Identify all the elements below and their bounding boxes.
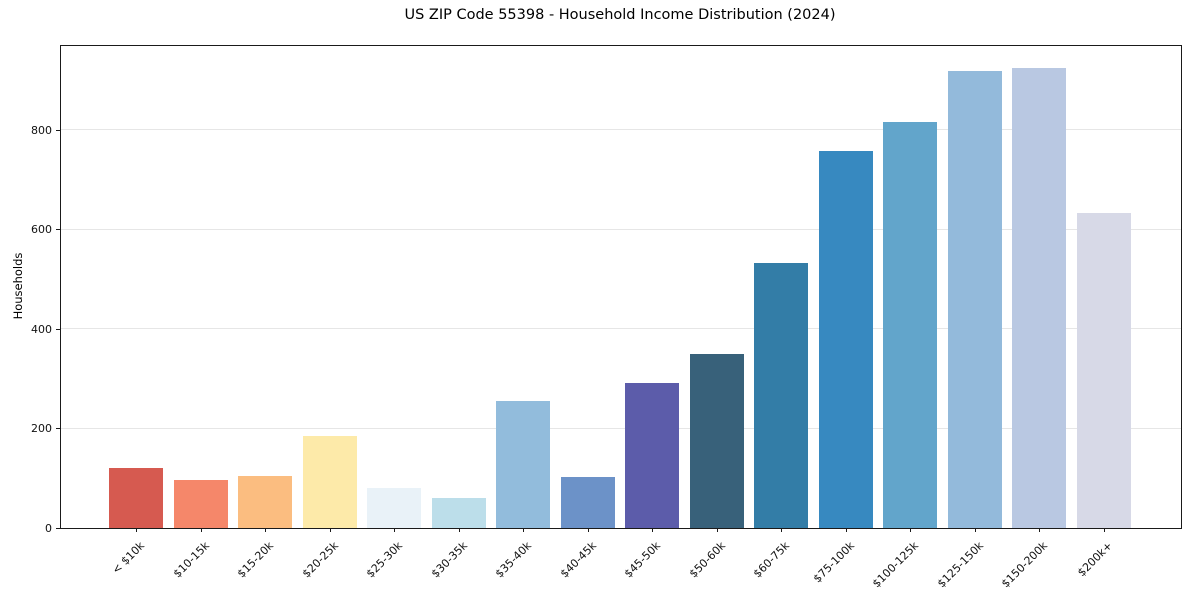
gridline-y600 (61, 228, 1181, 230)
bar-$10-15k (173, 480, 228, 528)
y-tick-mark (56, 129, 60, 131)
bar-$125-150k (947, 70, 1002, 528)
bar-$15-20k (238, 476, 293, 528)
x-tick-mark (458, 528, 460, 532)
bar-$30-35k (431, 498, 486, 528)
gridline-y200 (61, 427, 1181, 429)
bar-$75-100k (818, 150, 873, 528)
bar-$200k+ (1077, 212, 1131, 528)
y-tick-label: 800 (31, 123, 52, 137)
y-tick-label: 600 (31, 223, 52, 237)
x-tick-mark (394, 528, 396, 532)
x-tick-mark (136, 528, 137, 532)
y-tick-label: 400 (31, 322, 52, 336)
x-tick-mark (652, 528, 654, 532)
x-tick-mark (716, 528, 718, 532)
y-tick-label: 200 (31, 422, 52, 436)
plot-area: 0 200 400 600 800 < $10k $10-15k $15-20k $20-25k… (31, 45, 1182, 590)
bar-$40-45k (560, 476, 615, 528)
bar-$100-125k (883, 121, 938, 528)
gridline-y400 (61, 328, 1181, 330)
x-tick-mark (200, 528, 202, 532)
y-tick-label: 0 (45, 521, 52, 535)
x-tick-mark (974, 528, 976, 532)
bar-$25-30k (367, 488, 422, 528)
x-tick-mark (845, 528, 847, 532)
x-tick-mark (329, 528, 331, 532)
x-tick-mark (910, 528, 912, 532)
chart-title: US ZIP Code 55398 - Household Income Dis… (404, 7, 836, 23)
x-tick-mark (1104, 528, 1105, 532)
gridline-y800 (61, 129, 1181, 131)
bar-< $10k (109, 468, 163, 528)
x-tick-mark (265, 528, 267, 532)
bar-$20-25k (302, 436, 357, 528)
bar-$150-200k (1012, 67, 1067, 528)
y-tick-mark (56, 527, 60, 529)
bar-$50-60k (689, 354, 744, 528)
bar-$35-40k (496, 401, 551, 528)
x-tick-mark (781, 528, 783, 532)
bar-$45-50k (625, 383, 680, 528)
bar-$60-75k (754, 263, 809, 528)
x-tick-mark (1039, 528, 1041, 532)
y-tick-mark (56, 229, 60, 231)
y-tick-mark (56, 428, 60, 430)
x-tick-mark (587, 528, 589, 532)
y-axis-label: Households (11, 252, 25, 320)
y-tick-mark (56, 328, 60, 330)
x-tick-mark (523, 528, 525, 532)
